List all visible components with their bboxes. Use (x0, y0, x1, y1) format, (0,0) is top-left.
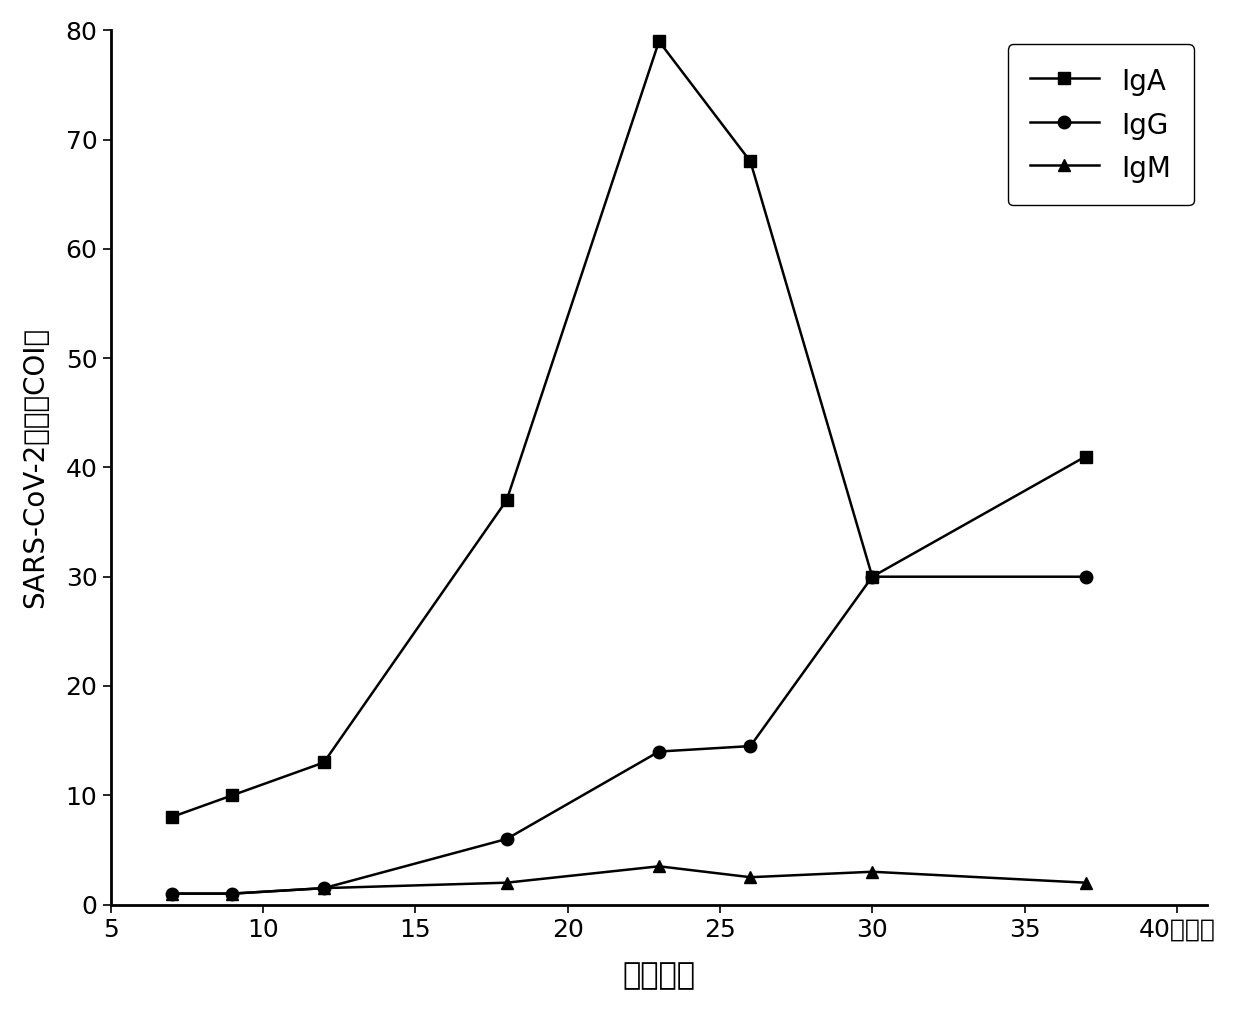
IgG (164, 888, 179, 900)
IgG (500, 833, 515, 845)
X-axis label: 发病时间: 发病时间 (622, 961, 696, 990)
Line: IgA: IgA (165, 35, 1091, 823)
IgG (1078, 570, 1092, 582)
IgM (164, 888, 179, 900)
IgM (1078, 877, 1092, 889)
IgA (743, 156, 758, 168)
IgA (1078, 451, 1092, 463)
IgA (224, 790, 239, 802)
Y-axis label: SARS-CoV-2抗体（COI）: SARS-CoV-2抗体（COI） (21, 327, 48, 608)
IgM (651, 860, 666, 872)
IgM (864, 865, 879, 878)
IgG (651, 745, 666, 757)
IgA (164, 811, 179, 823)
IgM (224, 888, 239, 900)
IgG (316, 882, 331, 894)
IgA (316, 756, 331, 768)
IgA (651, 35, 666, 48)
Legend: IgA, IgG, IgM: IgA, IgG, IgM (1008, 44, 1194, 205)
IgG (743, 740, 758, 752)
Line: IgM: IgM (165, 860, 1091, 900)
Line: IgG: IgG (165, 570, 1091, 900)
IgA (864, 570, 879, 582)
IgG (224, 888, 239, 900)
IgM (500, 877, 515, 889)
IgA (500, 494, 515, 507)
IgM (316, 882, 331, 894)
IgM (743, 871, 758, 884)
IgG (864, 570, 879, 582)
